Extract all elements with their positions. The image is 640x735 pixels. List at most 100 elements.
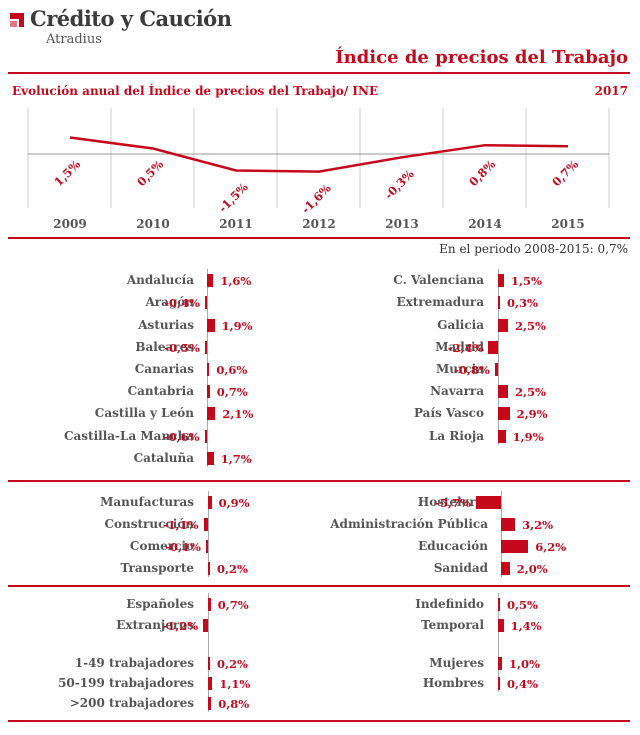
bar (205, 296, 207, 309)
bar-category-label: Baleares (135, 340, 194, 354)
bar-value-label: -2,4% (447, 341, 484, 355)
bar-value-label: 1,0% (509, 657, 540, 671)
period-note: En el periodo 2008-2015: 0,7% (439, 242, 628, 256)
bar-value-label: 1,1% (219, 677, 251, 691)
bar-axis (498, 593, 499, 692)
bar (206, 540, 208, 553)
bar (207, 274, 214, 287)
bar-category-label: Cataluña (133, 451, 194, 465)
bar (498, 657, 502, 670)
bar-value-label: 6,2% (535, 540, 567, 554)
bar-category-label: Temporal (421, 618, 484, 632)
bar-axis (501, 491, 502, 577)
bar-value-label: 1,6% (220, 274, 252, 288)
logo-subtitle: Atradius (46, 32, 102, 47)
bar-category-label: Transporte (120, 561, 194, 575)
logo: Crédito y Caución Atradius (8, 6, 232, 50)
trend-value-label: -1,6% (299, 181, 334, 216)
bar-value-label: -0,5% (164, 341, 200, 355)
trend-value-label: 0,5% (134, 157, 166, 189)
bar-value-label: 2,9% (516, 407, 548, 421)
bar (208, 598, 211, 611)
bar-category-label: 50-199 trabajadores (58, 676, 194, 690)
bar (498, 274, 504, 287)
trend-year-label: 2012 (302, 217, 335, 231)
bar-axis (208, 593, 209, 712)
bar (208, 496, 212, 509)
bar-category-label: Administración Pública (330, 517, 488, 531)
bar (501, 540, 529, 553)
bar (203, 518, 208, 531)
bar (207, 363, 210, 376)
bar (498, 677, 500, 690)
bar-value-label: 3,2% (522, 518, 554, 532)
bar-value-label: 1,9% (221, 319, 253, 333)
sectors-divider (8, 585, 630, 587)
bar-category-label: Madrid (435, 340, 484, 354)
bar-category-label: La Rioja (428, 429, 484, 443)
bar (203, 619, 208, 632)
bar (498, 407, 510, 420)
bar-axis (208, 491, 209, 577)
trend-year-label: 2015 (551, 217, 584, 231)
bar-category-label: Mujeres (429, 656, 484, 670)
bar (475, 496, 501, 509)
bar-category-label: Castilla y León (94, 406, 194, 420)
bar (501, 518, 516, 531)
trend-value-label: -1,5% (216, 180, 251, 215)
bar-category-label: Canarias (134, 362, 194, 376)
workers-section: Españoles 0,7% Extranjeros -1,2% 1-49 trabaj… (0, 593, 640, 719)
bar-category-label: Extranjeros (116, 618, 194, 632)
bar (498, 598, 500, 611)
bar-value-label: 0,7% (216, 385, 248, 399)
chart-divider (8, 237, 630, 239)
trend-line-chart: 1,5% 2009 0,5% 2010 -1,5% 2011 -1,6%2012 -0,3% 2… (27, 108, 610, 231)
page-title: Índice de precios del Trabajo (335, 47, 628, 68)
trend-year-label: 2010 (136, 217, 169, 231)
bar (498, 619, 504, 632)
footer-divider (8, 720, 630, 722)
bar-category-label: Murcia (436, 362, 484, 376)
logo-name: Crédito y Caución (30, 6, 232, 31)
bar (207, 407, 216, 420)
bar-category-label: Hostelería (417, 495, 488, 509)
header-divider (8, 72, 630, 74)
bar (208, 657, 210, 670)
bar-category-label: Españoles (126, 597, 194, 611)
bar-value-label: 2,1% (222, 407, 254, 421)
bar-value-label: 0,5% (507, 598, 538, 612)
bar-category-label: Extremadura (396, 295, 485, 309)
trend-value-label: 1,5% (51, 157, 83, 189)
bar (207, 319, 215, 332)
bar-category-label: Construcción (104, 517, 194, 531)
bar-value-label: 2,5% (515, 385, 546, 399)
regions-section: Andalucía 1,6% Aragón -0,4% Asturias 1,9% Bale… (0, 269, 640, 475)
bar-category-label: País Vasco (413, 406, 484, 420)
bar-value-label: -0,1% (165, 540, 201, 554)
bar-category-label: Aragón (145, 295, 194, 309)
bar (498, 319, 508, 332)
bar-category-label: Andalucía (126, 273, 194, 287)
bar-value-label: -0,8% (454, 363, 490, 377)
bar-category-label: Asturias (138, 318, 194, 332)
bar-value-label: 2,5% (515, 319, 546, 333)
sectors-section: Manufacturas 0,9% Construcción -1,1% Comerci… (0, 491, 640, 582)
bar (208, 677, 213, 690)
bar (205, 341, 207, 354)
bar-value-label: -0,4% (164, 296, 200, 310)
chart-year: 2017 (594, 84, 628, 98)
trend-value-label: 0,7% (549, 157, 581, 189)
bar-category-label: Manufacturas (100, 495, 194, 509)
bar-value-label: 1,9% (512, 430, 544, 444)
bar-value-label: 0,2% (217, 562, 248, 576)
bar-value-label: 1,5% (511, 274, 542, 288)
chart-title: Evolución anual del Índice de precios de… (12, 84, 379, 98)
bar (494, 363, 498, 376)
trend-value-label: -0,3% (382, 167, 417, 202)
bar-category-label: Castilla-La Mancha (63, 429, 194, 443)
bar (498, 296, 500, 309)
bar-category-label: Galicia (437, 318, 484, 332)
bar-category-label: C. Valenciana (393, 273, 484, 287)
brand-mark-icon (10, 13, 24, 27)
bar-value-label: 0,2% (217, 657, 248, 671)
